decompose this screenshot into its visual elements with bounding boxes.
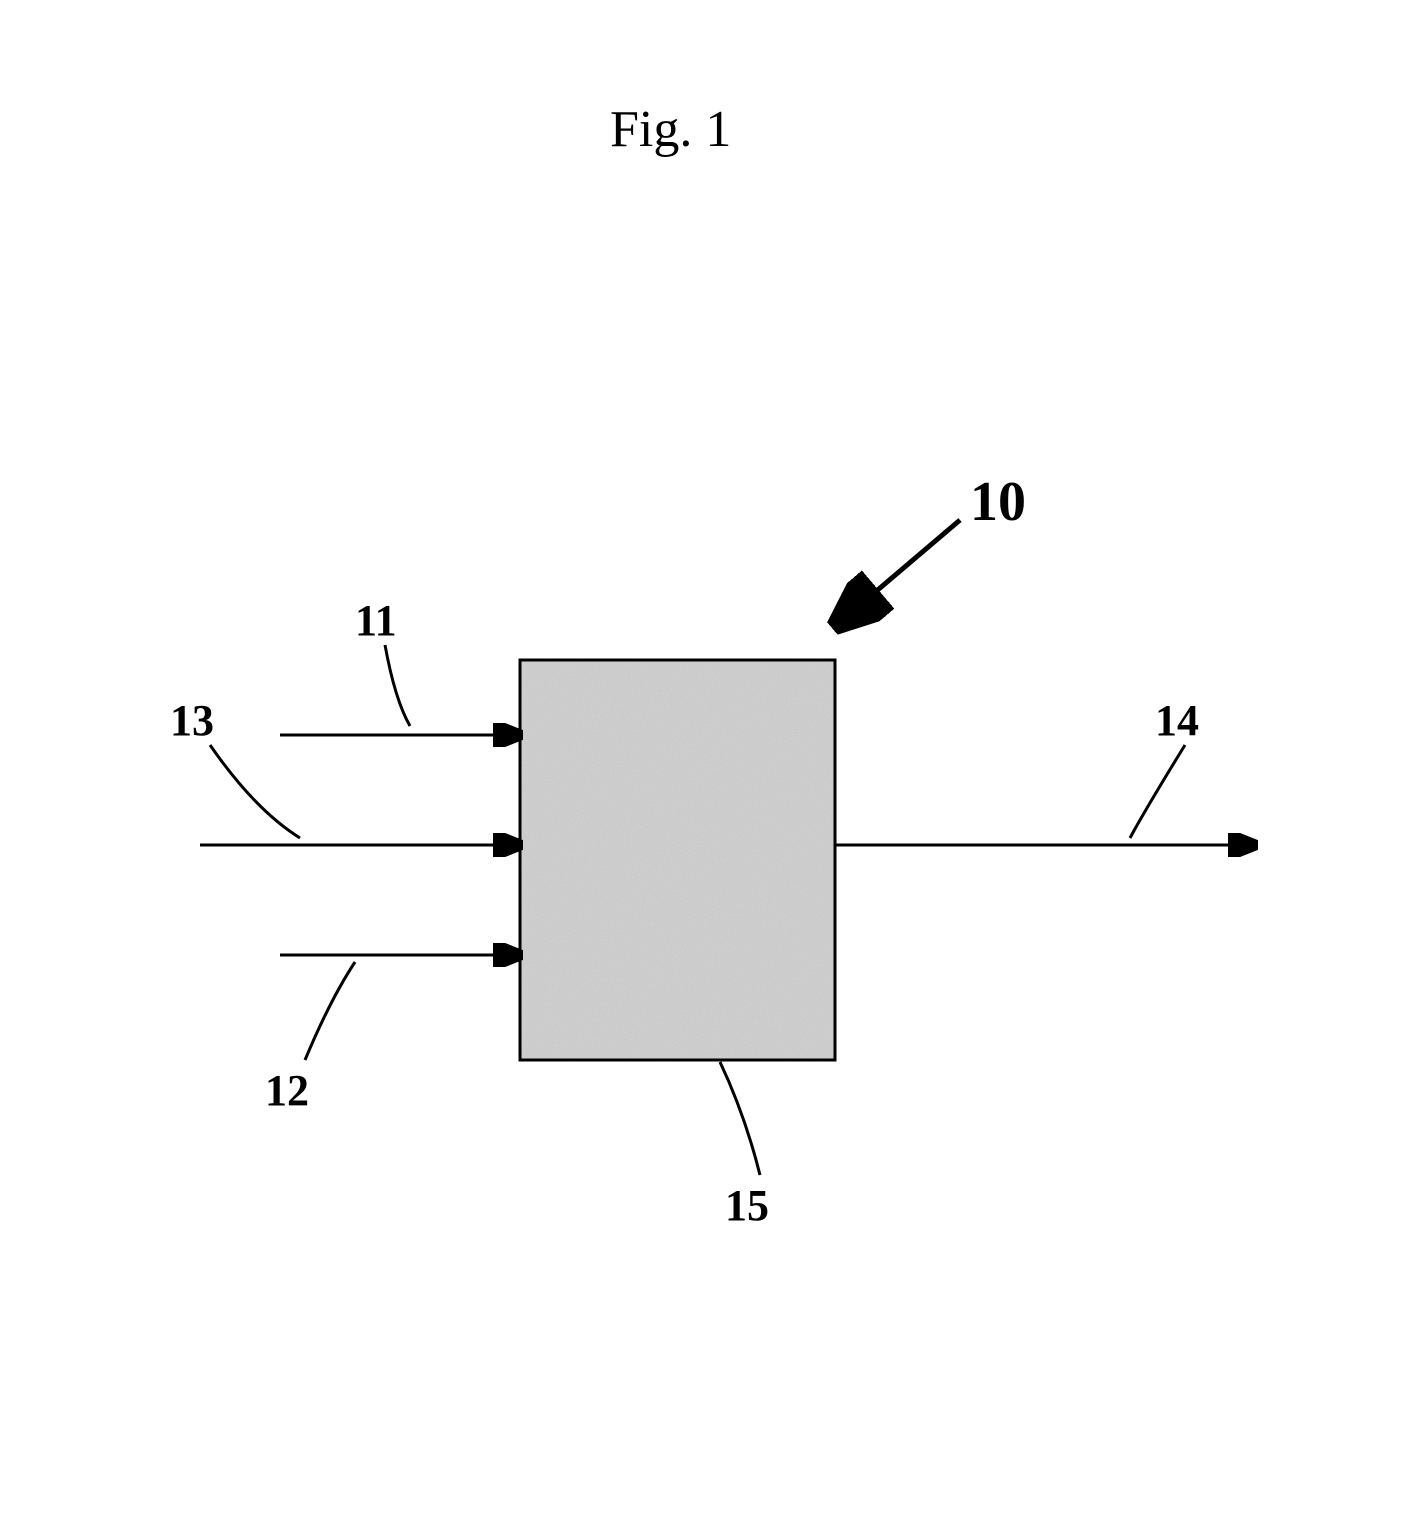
label-15: 15 (725, 1180, 769, 1231)
leader-15 (0, 0, 1414, 1514)
